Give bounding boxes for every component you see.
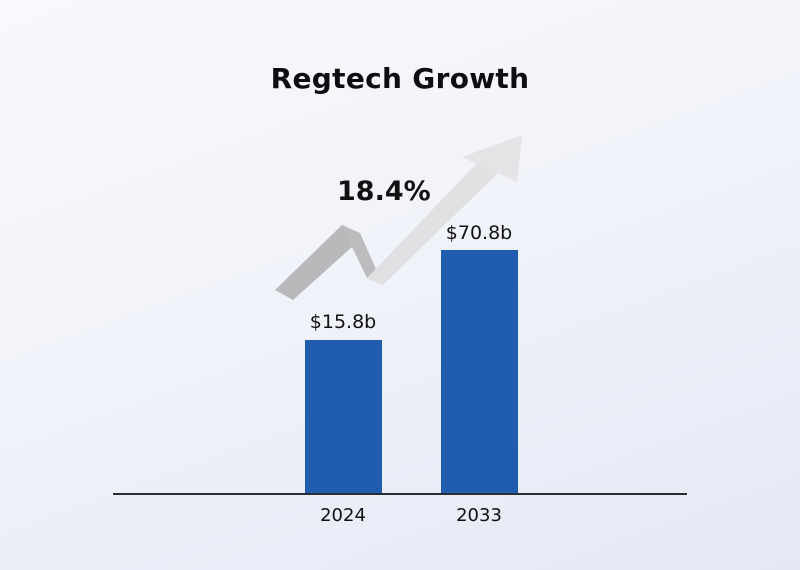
bar-value-label-2024: $15.8b <box>309 311 377 333</box>
x-tick-label-2024: 2024 <box>320 505 366 526</box>
bar-2024 <box>305 340 382 494</box>
chart-title: Regtech Growth <box>270 62 530 95</box>
x-tick-label-2033: 2033 <box>456 505 502 526</box>
cagr-annotation: 18.4% <box>337 176 431 207</box>
bar-value-label-2033: $70.8b <box>445 222 513 244</box>
bar-2033 <box>441 250 518 494</box>
x-axis-line <box>113 493 687 495</box>
